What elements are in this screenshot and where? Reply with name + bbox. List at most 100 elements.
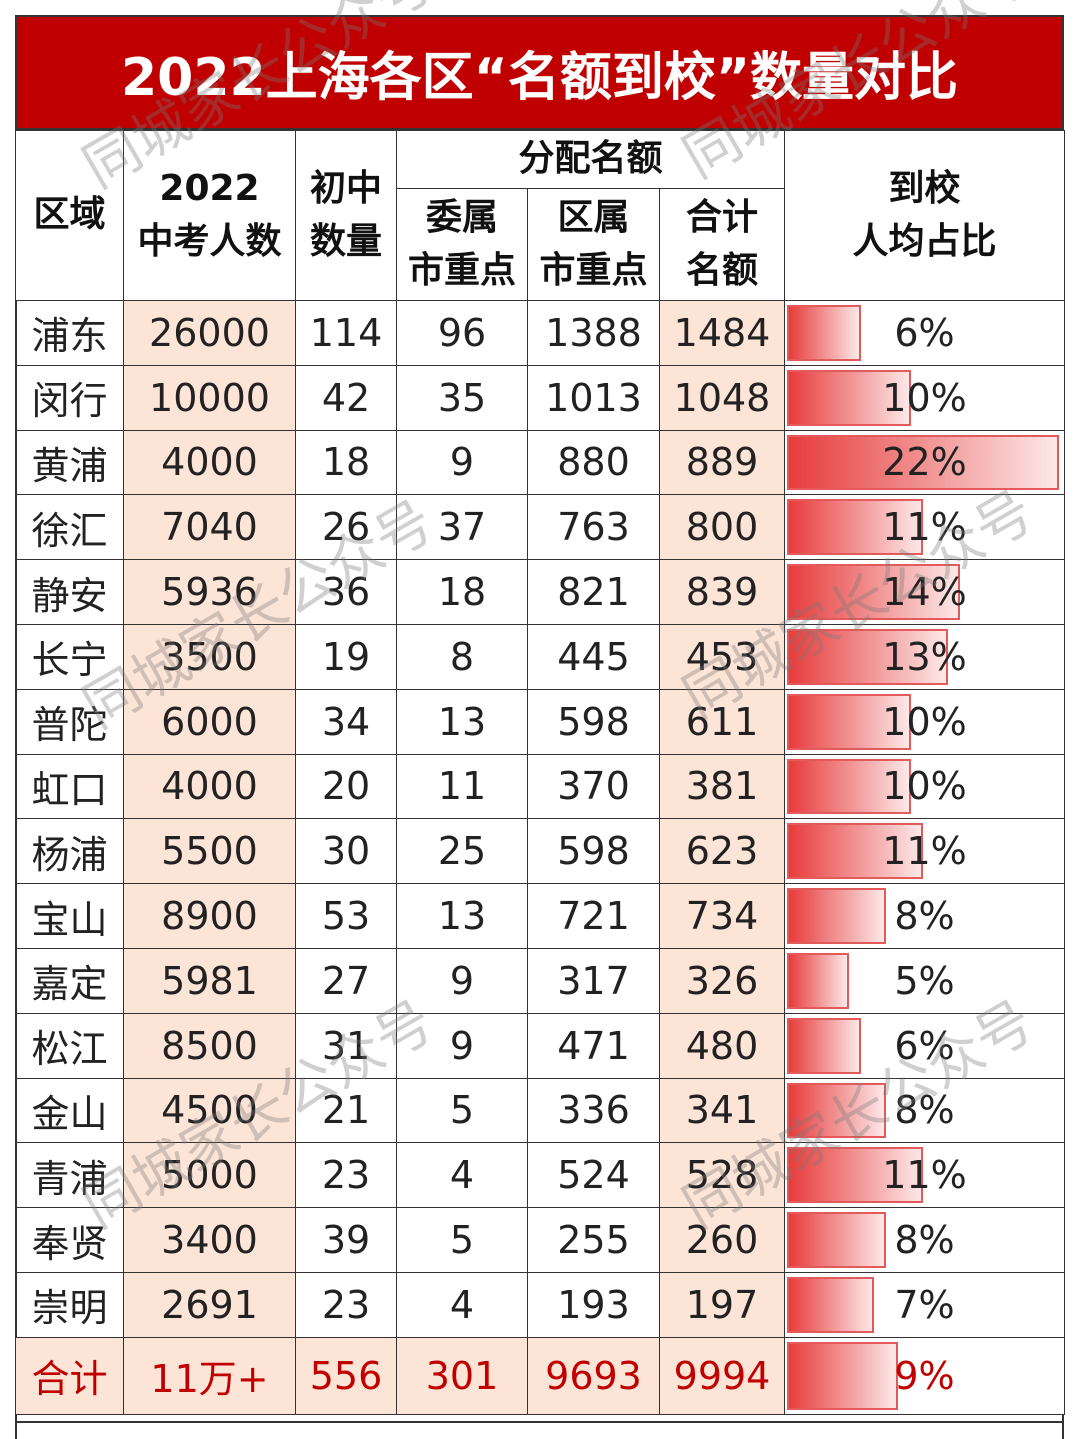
junior-high-count-cell: 23 (295, 1271, 397, 1338)
total-quota-cell: 341 (658, 1077, 786, 1144)
junior-high-count-cell: 30 (295, 818, 397, 885)
total-quota-cell: 453 (658, 623, 786, 690)
district-key-cell: 471 (527, 1012, 660, 1079)
ratio-bar (787, 369, 912, 426)
city-key-cell: 11 (396, 753, 528, 820)
page-title: 2022上海各区“名额到校”数量对比 (15, 15, 1064, 130)
junior-high-count-cell: 20 (295, 753, 397, 820)
ratio-cell: 8% (784, 883, 1066, 949)
total-quota-cell: 260 (658, 1207, 786, 1273)
exam-takers-cell: 8900 (123, 883, 296, 949)
table-row: 松江 8500 31 9 471 480 6% (15, 1012, 1066, 1079)
ratio-bar (787, 434, 1060, 491)
district-key-cell: 763 (527, 494, 660, 561)
region-cell: 长宁 (15, 623, 124, 690)
region-cell: 合计 (15, 1336, 124, 1415)
district-key-cell: 317 (527, 947, 660, 1014)
exam-takers-cell: 8500 (123, 1012, 296, 1079)
region-cell: 杨浦 (15, 818, 124, 885)
ratio-bar (787, 888, 887, 944)
ratio-label: 14% (882, 570, 967, 615)
ratio-cell: 8% (784, 1077, 1066, 1144)
exam-takers-cell: 5500 (123, 818, 296, 885)
city-key-cell: 13 (396, 688, 528, 755)
city-key-cell: 9 (396, 947, 528, 1014)
ratio-bar (787, 1082, 887, 1139)
exam-takers-cell: 5936 (123, 559, 296, 625)
header-ratio: 到校 人均占比 (784, 130, 1066, 301)
ratio-bar (787, 1341, 899, 1410)
region-cell: 松江 (15, 1012, 124, 1079)
table-row: 宝山 8900 53 13 721 734 8% (15, 883, 1066, 949)
ratio-cell: 11% (784, 1142, 1066, 1209)
district-key-cell: 1013 (527, 364, 660, 431)
total-quota-cell: 528 (658, 1142, 786, 1209)
total-quota-cell: 480 (658, 1012, 786, 1079)
ratio-cell: 8% (784, 1207, 1066, 1273)
ratio-label: 11% (882, 1153, 967, 1198)
junior-high-count-cell: 21 (295, 1077, 397, 1144)
table-row: 嘉定 5981 27 9 317 326 5% (15, 947, 1066, 1014)
ratio-label: 22% (882, 440, 967, 485)
table-row: 静安 5936 36 18 821 839 14% (15, 559, 1066, 625)
ratio-cell: 10% (784, 753, 1066, 820)
ratio-label: 7% (894, 1282, 955, 1327)
header-city-key: 委属 市重点 (396, 188, 528, 301)
table-row: 奉贤 3400 39 5 255 260 8% (15, 1207, 1066, 1273)
table-row: 普陀 6000 34 13 598 611 10% (15, 688, 1066, 755)
total-quota-cell: 1484 (658, 300, 786, 366)
city-key-cell: 5 (396, 1207, 528, 1273)
ratio-cell: 6% (784, 1012, 1066, 1079)
header-exam-takers: 2022 中考人数 (123, 130, 296, 301)
region-cell: 普陀 (15, 688, 124, 755)
ratio-label: 10% (882, 375, 967, 420)
ratio-cell: 6% (784, 300, 1066, 366)
total-quota-cell: 889 (658, 429, 786, 496)
total-quota-cell: 611 (658, 688, 786, 755)
city-key-cell: 96 (396, 300, 528, 366)
ratio-bar (787, 952, 850, 1009)
header-total-quota-label: 合计 名额 (686, 197, 759, 291)
total-quota-cell: 623 (658, 818, 786, 885)
ratio-cell: 10% (784, 688, 1066, 755)
ratio-label: 6% (894, 310, 955, 355)
header-district-key: 区属 市重点 (527, 188, 660, 301)
city-key-cell: 8 (396, 623, 528, 690)
total-row: 合计 11万+ 556 301 9693 9994 9% (15, 1336, 1066, 1415)
region-cell: 金山 (15, 1077, 124, 1144)
ratio-cell: 14% (784, 559, 1066, 625)
ratio-label: 13% (882, 634, 967, 679)
region-cell: 嘉定 (15, 947, 124, 1014)
exam-takers-cell: 4000 (123, 753, 296, 820)
exam-takers-cell: 5000 (123, 1142, 296, 1209)
ratio-bar (787, 499, 924, 556)
region-cell: 青浦 (15, 1142, 124, 1209)
city-key-cell: 301 (396, 1336, 528, 1415)
district-key-cell: 193 (527, 1271, 660, 1338)
ratio-label: 10% (882, 764, 967, 809)
junior-high-count-cell: 39 (295, 1207, 397, 1273)
city-key-cell: 4 (396, 1271, 528, 1338)
junior-high-count-cell: 27 (295, 947, 397, 1014)
ratio-cell: 10% (784, 364, 1066, 431)
junior-high-count-cell: 19 (295, 623, 397, 690)
ratio-cell: 13% (784, 623, 1066, 690)
table-row: 虹口 4000 20 11 370 381 10% (15, 753, 1066, 820)
junior-high-count-cell: 34 (295, 688, 397, 755)
ratio-bar (787, 1276, 875, 1333)
table-row: 金山 4500 21 5 336 341 8% (15, 1077, 1066, 1144)
ratio-cell: 11% (784, 494, 1066, 561)
city-key-cell: 9 (396, 1012, 528, 1079)
junior-high-count-cell: 42 (295, 364, 397, 431)
exam-takers-cell: 4000 (123, 429, 296, 496)
district-key-cell: 598 (527, 818, 660, 885)
bottom-border (15, 1421, 1064, 1423)
table-row: 长宁 3500 19 8 445 453 13% (15, 623, 1066, 690)
city-key-cell: 13 (396, 883, 528, 949)
exam-takers-cell: 10000 (123, 364, 296, 431)
ratio-label: 10% (882, 699, 967, 744)
ratio-cell: 11% (784, 818, 1066, 885)
ratio-label: 5% (894, 958, 955, 1003)
ratio-label: 8% (894, 894, 955, 939)
table-row: 青浦 5000 23 4 524 528 11% (15, 1142, 1066, 1209)
